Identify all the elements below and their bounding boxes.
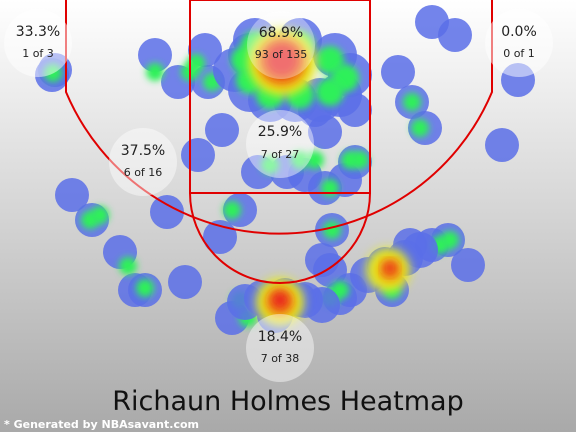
heat-cell-mid [291,151,309,169]
zone-count-label: 7 of 38 [261,352,300,365]
zone-count-label: 6 of 16 [124,166,163,179]
zone-count-label: 7 of 27 [261,148,300,161]
zone-bubble [247,11,315,79]
zone-count-label: 93 of 135 [255,48,308,61]
heat-cell-hottest [384,262,396,274]
heat-cell-mid [323,221,341,239]
heat-cell-mid [351,151,369,169]
zone-count-label: 0 of 1 [503,47,535,60]
heat-cell-low [55,178,89,212]
zone-pct-label: 33.3% [16,24,60,40]
zone-bubble [485,9,553,77]
heat-cell-mid [403,93,421,111]
heat-cell-low [150,195,184,229]
heat-cell-low [181,138,215,172]
heat-cell-mid [411,119,429,137]
zone-count-label: 1 of 3 [22,47,54,60]
heat-cell-low [304,287,340,323]
heat-cell-low [168,265,202,299]
zone-bubble [4,9,72,77]
chart-title: Richaun Holmes Heatmap [112,386,464,417]
heat-cell-low [485,128,519,162]
zone-paint: 25.9% 7 of 27 [246,110,314,178]
heat-cell-low [138,38,172,72]
zone-bubble [246,314,314,382]
heat-cell-mid [316,78,344,106]
zone-labels: 68.9% 93 of 135 25.9% 7 of 27 33.3% 1 of… [4,9,553,382]
heat-cell-mid [91,206,109,224]
zone-pct-label: 0.0% [501,24,537,40]
zone-bubble [246,110,314,178]
zone-restricted-area: 68.9% 93 of 135 [247,11,315,79]
heat-cell-mid [306,151,324,169]
heat-cell-mid [223,201,241,219]
heat-cell-mid [187,54,205,72]
heat-cell-low [381,55,415,89]
zone-pct-label: 25.9% [258,124,302,140]
heat-cell-hottest [264,42,300,78]
zone-right-corner-three: 0.0% 0 of 1 [485,9,553,77]
zone-bubble [109,128,177,196]
zone-pct-label: 68.9% [259,25,303,41]
footer-credit: * Generated by NBAsavant.com [4,418,199,431]
heat-cell-low [451,248,485,282]
zone-left-corner-three: 33.3% 1 of 3 [4,9,72,77]
heat-cell-low [205,113,239,147]
zone-pct-label: 18.4% [258,329,302,345]
zone-left-midrange: 37.5% 6 of 16 [109,128,177,196]
heat-cell-mid [146,63,164,81]
heat-cell-hottest [271,291,289,309]
heat-cell-mid [321,179,339,197]
zone-pct-label: 37.5% [121,143,165,159]
court-lines [65,0,493,284]
zone-top-midrange: 18.4% 7 of 38 [246,314,314,382]
free-throw-lane [189,0,371,194]
heat-cell-mid [441,231,459,249]
heat-cell-low [203,220,237,254]
heat-cell-mid [136,279,154,297]
heat-cell-mid [119,257,137,275]
heat-cell-low [415,5,449,39]
heat-cell-mid [261,156,279,174]
free-throw-circle [189,192,371,284]
three-point-line [65,0,493,235]
heat-cell-low [402,232,438,268]
